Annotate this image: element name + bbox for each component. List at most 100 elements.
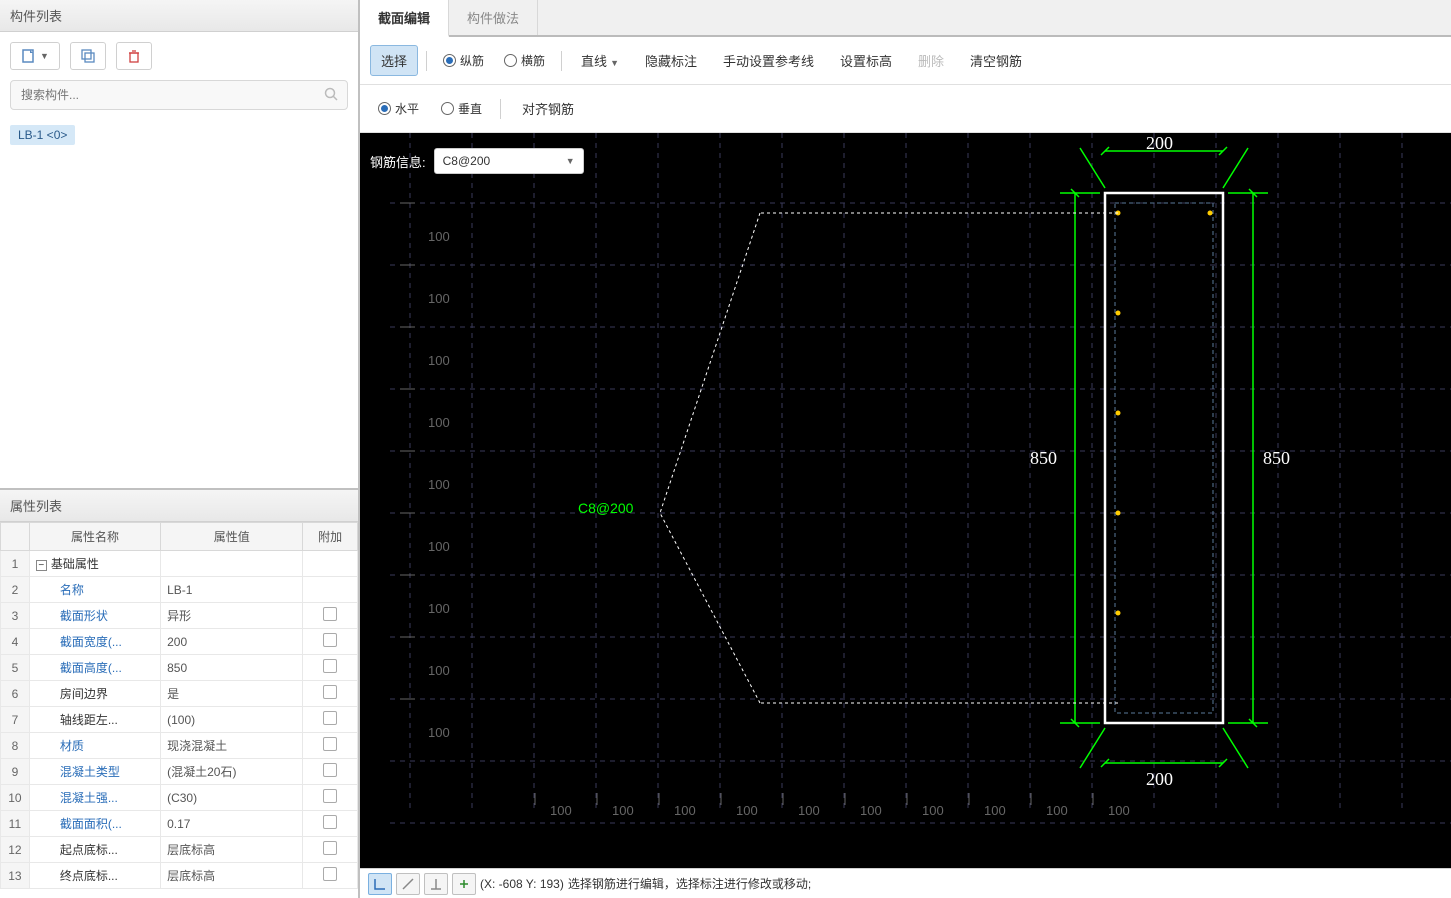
svg-text:100: 100 [428,663,450,678]
component-list-header: 构件列表 [0,0,358,32]
checkbox[interactable] [323,659,337,673]
checkbox[interactable] [323,841,337,855]
set-elev-button[interactable]: 设置标高 [829,45,903,76]
status-hint: 选择钢筋进行编辑，选择标注进行修改或移动; [568,875,811,892]
svg-text:100: 100 [860,803,882,818]
checkbox[interactable] [323,763,337,777]
table-row[interactable]: 2名称LB-1 [1,577,358,603]
snap-angle-button[interactable] [396,873,420,895]
radio-icon [504,54,517,67]
svg-text:200: 200 [1146,133,1173,153]
svg-text:100: 100 [984,803,1006,818]
svg-text:100: 100 [428,229,450,244]
select-button[interactable]: 选择 [370,45,418,76]
collapse-icon[interactable]: − [36,560,47,571]
svg-text:100: 100 [428,601,450,616]
right-panel: 截面编辑 构件做法 选择 纵筋 横筋 直线▼ 隐藏标注 手动设置参考线 设置标高… [360,0,1451,898]
checkbox[interactable] [323,633,337,647]
tab-component-method[interactable]: 构件做法 [449,0,538,35]
snap-ortho-button[interactable] [368,873,392,895]
vertical-radio[interactable]: 垂直 [441,100,482,117]
table-row[interactable]: 3截面形状异形 [1,603,358,629]
delete-rebar-button[interactable]: 删除 [907,45,955,76]
ribbon-main: 选择 纵筋 横筋 直线▼ 隐藏标注 手动设置参考线 设置标高 删除 清空钢筋 [360,37,1451,85]
horizontal-radio[interactable]: 水平 [378,100,419,117]
ribbon-sub: 水平 垂直 对齐钢筋 [360,85,1451,133]
radio-checked-icon [443,54,456,67]
svg-text:100: 100 [674,803,696,818]
col-value: 属性值 [161,523,303,551]
rebar-info-select[interactable]: C8@200 ▼ [434,148,584,174]
component-tree: LB-1 <0> [0,120,358,488]
svg-text:100: 100 [798,803,820,818]
radio-icon [441,102,454,115]
checkbox[interactable] [323,867,337,881]
table-row[interactable]: 1−基础属性 [1,551,358,577]
property-panel: 属性列表 属性名称 属性值 附加 1−基础属性2名称LB-13截面形状异形4截面… [0,488,358,898]
table-row[interactable]: 4截面宽度(...200 [1,629,358,655]
checkbox[interactable] [323,685,337,699]
property-list-header: 属性列表 [0,490,358,522]
table-row[interactable]: 13终点底标...层底标高 [1,863,358,889]
clear-rebar-button[interactable]: 清空钢筋 [959,45,1033,76]
checkbox[interactable] [323,737,337,751]
col-extra: 附加 [303,523,358,551]
snap-add-button[interactable] [452,873,476,895]
rebar-info-box: 钢筋信息: C8@200 ▼ [370,148,584,174]
vertical-rebar-radio[interactable]: 纵筋 [443,52,484,69]
table-row[interactable]: 6房间边界是 [1,681,358,707]
checkbox[interactable] [323,815,337,829]
line-button[interactable]: 直线▼ [570,45,630,76]
checkbox[interactable] [323,789,337,803]
table-row[interactable]: 11截面面积(...0.17 [1,811,358,837]
table-row[interactable]: 10混凝土强...(C30) [1,785,358,811]
table-row[interactable]: 12起点底标...层底标高 [1,837,358,863]
svg-text:100: 100 [1046,803,1068,818]
svg-text:100: 100 [428,353,450,368]
svg-text:100: 100 [736,803,758,818]
chevron-down-icon: ▼ [610,58,619,68]
manual-ref-button[interactable]: 手动设置参考线 [712,45,825,76]
svg-text:200: 200 [1146,769,1173,789]
delete-button[interactable] [116,42,152,70]
svg-text:100: 100 [550,803,572,818]
svg-text:850: 850 [1263,448,1290,468]
checkbox[interactable] [323,607,337,621]
search-box [10,80,348,110]
table-row[interactable]: 5截面高度(...850 [1,655,358,681]
table-row[interactable]: 8材质现浇混凝土 [1,733,358,759]
col-name: 属性名称 [29,523,160,551]
copy-button[interactable] [70,42,106,70]
canvas-svg: 100 100 100 100 100 100 100 100 100 100 100 100 100 1… [360,133,1451,868]
search-input[interactable] [10,80,348,110]
svg-text:100: 100 [428,415,450,430]
status-coords: (X: -608 Y: 193) [480,877,564,891]
align-rebar-button[interactable]: 对齐钢筋 [511,93,585,124]
canvas[interactable]: 钢筋信息: C8@200 ▼ 1001001001001001001001001… [360,133,1451,868]
hide-annot-button[interactable]: 隐藏标注 [634,45,708,76]
rebar-info-label: 钢筋信息: [370,152,426,171]
horizontal-rebar-radio[interactable]: 横筋 [504,52,545,69]
svg-text:850: 850 [1030,448,1057,468]
table-row[interactable]: 7轴线距左...(100) [1,707,358,733]
svg-text:100: 100 [612,803,634,818]
tab-section-edit[interactable]: 截面编辑 [360,0,449,37]
svg-text:100: 100 [428,725,450,740]
svg-text:100: 100 [428,291,450,306]
new-component-button[interactable]: ▼ [10,42,60,70]
chevron-down-icon: ▼ [566,156,575,166]
left-panel: 构件列表 ▼ LB-1 <0> 属性列表 属性名称 [0,0,360,898]
radio-checked-icon [378,102,391,115]
svg-text:100: 100 [1108,803,1130,818]
search-icon [324,87,338,104]
svg-text:100: 100 [428,477,450,492]
chevron-down-icon: ▼ [40,51,49,61]
snap-perp-button[interactable] [424,873,448,895]
tree-item-lb1[interactable]: LB-1 <0> [10,125,75,145]
property-table: 属性名称 属性值 附加 1−基础属性2名称LB-13截面形状异形4截面宽度(..… [0,522,358,889]
checkbox[interactable] [323,711,337,725]
table-row[interactable]: 9混凝土类型(混凝土20石) [1,759,358,785]
svg-text:C8@200: C8@200 [578,500,634,516]
component-toolbar: ▼ [0,32,358,80]
status-bar: (X: -608 Y: 193) 选择钢筋进行编辑，选择标注进行修改或移动; [360,868,1451,898]
